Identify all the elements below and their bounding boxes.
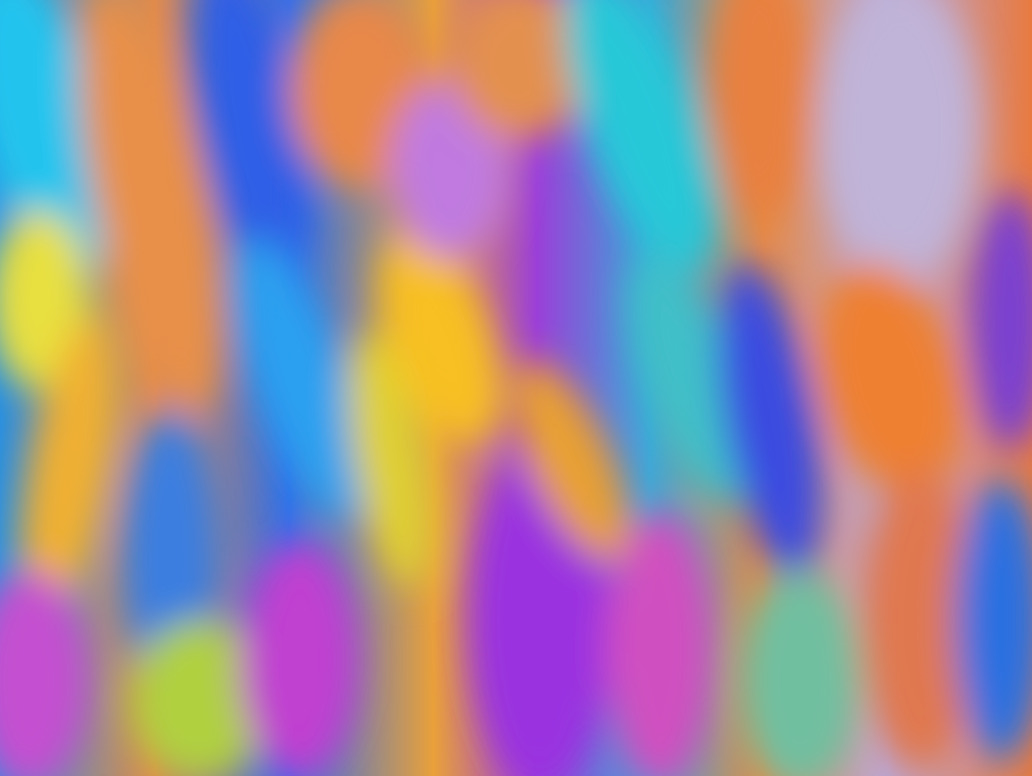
streak bbox=[0, 570, 90, 776]
streak bbox=[192, 0, 308, 288]
streak bbox=[79, 0, 221, 416]
streak bbox=[0, 0, 112, 276]
streak bbox=[820, 0, 980, 280]
streak bbox=[379, 235, 501, 445]
streak bbox=[628, 256, 752, 504]
streak bbox=[130, 620, 270, 776]
streak bbox=[710, 0, 810, 220]
streak bbox=[955, 480, 1032, 760]
streak bbox=[564, 0, 716, 272]
streak bbox=[450, 0, 590, 140]
streak bbox=[605, 510, 715, 776]
streak bbox=[740, 570, 860, 776]
streak bbox=[348, 331, 432, 589]
streak bbox=[970, 190, 1032, 450]
streak bbox=[511, 358, 629, 562]
streak bbox=[240, 540, 360, 776]
streak bbox=[860, 470, 980, 770]
streak bbox=[21, 312, 119, 628]
streak bbox=[717, 262, 823, 578]
streak bbox=[233, 238, 367, 522]
streak bbox=[815, 262, 965, 498]
